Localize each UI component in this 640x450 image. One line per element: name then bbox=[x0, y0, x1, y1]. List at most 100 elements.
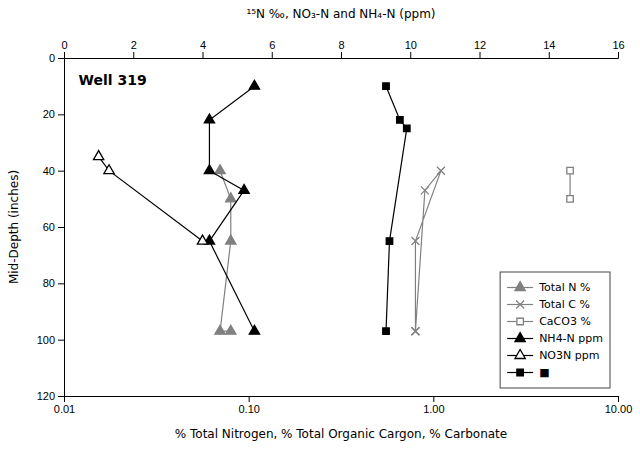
tick-label: 0 bbox=[61, 39, 67, 51]
tick-label: 10.00 bbox=[605, 403, 633, 415]
series bbox=[567, 167, 573, 202]
tick-mark bbox=[410, 52, 411, 58]
tick-mark bbox=[58, 396, 64, 397]
point bbox=[204, 165, 214, 174]
tick-mark bbox=[64, 52, 65, 58]
point bbox=[383, 83, 389, 89]
legend-label: NH4-N ppm bbox=[539, 332, 603, 345]
tick: 6 bbox=[269, 39, 275, 58]
legend-item: ■ bbox=[507, 366, 549, 379]
point bbox=[249, 325, 259, 334]
point bbox=[567, 196, 573, 202]
series bbox=[411, 167, 445, 336]
point bbox=[411, 237, 419, 245]
tick: 0.10 bbox=[238, 396, 259, 415]
point bbox=[226, 235, 236, 244]
series-line bbox=[99, 157, 203, 241]
legend-label: ■ bbox=[539, 366, 549, 379]
series-line bbox=[415, 171, 441, 332]
tick-label: 10 bbox=[405, 39, 417, 51]
series-line bbox=[209, 86, 254, 331]
tick-mark bbox=[133, 52, 134, 58]
tick: 16 bbox=[612, 39, 624, 58]
point bbox=[383, 328, 389, 334]
tick-label: 4 bbox=[200, 39, 206, 51]
tick: 20 bbox=[43, 108, 64, 120]
point bbox=[197, 235, 207, 244]
point bbox=[404, 125, 410, 131]
tick-mark bbox=[341, 52, 342, 58]
series-line bbox=[386, 86, 407, 331]
tick: 10.00 bbox=[605, 396, 633, 415]
tick-label: 80 bbox=[43, 277, 55, 289]
point bbox=[411, 327, 419, 335]
tick-mark bbox=[58, 114, 64, 115]
legend-item: Total N % bbox=[507, 281, 590, 294]
tick-mark bbox=[618, 52, 619, 58]
tick-mark bbox=[433, 396, 434, 402]
series bbox=[215, 165, 236, 334]
tick: 2 bbox=[131, 39, 137, 58]
legend-marker bbox=[515, 333, 525, 342]
point bbox=[215, 165, 225, 174]
point bbox=[239, 184, 249, 193]
tick: 0.01 bbox=[54, 396, 75, 415]
tick: 100 bbox=[37, 334, 64, 346]
legend-label: CaCO3 % bbox=[539, 315, 591, 328]
tick-mark bbox=[249, 396, 250, 402]
tick: 40 bbox=[43, 165, 64, 177]
point bbox=[437, 167, 445, 175]
point bbox=[421, 186, 429, 194]
chart: 0.010.101.0010.0002468101214160204060801… bbox=[0, 0, 640, 450]
point bbox=[226, 193, 236, 202]
point bbox=[204, 114, 214, 123]
tick-label: 14 bbox=[543, 39, 555, 51]
legend-label: NO3N ppm bbox=[539, 349, 599, 362]
tick: 80 bbox=[43, 277, 64, 289]
tick-mark bbox=[618, 396, 619, 402]
tick: 0 bbox=[49, 52, 64, 64]
series bbox=[93, 151, 207, 244]
legend: Total N % Total C % CaCO3 % NH4-N ppm NO3N p… bbox=[500, 272, 610, 388]
tick: 12 bbox=[474, 39, 486, 58]
series bbox=[204, 80, 259, 334]
legend-item: Total C % bbox=[507, 298, 590, 311]
tick-mark bbox=[58, 283, 64, 284]
legend-marker bbox=[515, 282, 525, 291]
axis-line bbox=[65, 52, 619, 59]
point bbox=[249, 80, 259, 89]
legend-box bbox=[500, 272, 610, 388]
legend-label: Total C % bbox=[538, 298, 590, 311]
legend-marker bbox=[517, 318, 523, 324]
point bbox=[386, 238, 392, 244]
tick-label: 120 bbox=[37, 390, 55, 402]
annotation: Well 319 bbox=[79, 72, 147, 88]
axis: 0 20 40 60 80 100 120 bbox=[37, 52, 65, 402]
point bbox=[215, 325, 225, 334]
point bbox=[411, 327, 419, 335]
tick: 14 bbox=[543, 39, 555, 58]
tick-mark bbox=[203, 52, 204, 58]
tick-mark bbox=[549, 52, 550, 58]
axis: 0 2 4 6 8 10 12 14 16 bbox=[61, 39, 624, 59]
x-axis-title: % Total Nitrogen, % Total Organic Cargon… bbox=[175, 427, 507, 441]
tick-label: 8 bbox=[338, 39, 344, 51]
legend-item: NO3N ppm bbox=[507, 349, 599, 362]
tick-label: 20 bbox=[43, 108, 55, 120]
tick: 60 bbox=[43, 221, 64, 233]
legend-item: NH4-N ppm bbox=[507, 332, 603, 345]
tick-mark bbox=[58, 58, 64, 59]
point bbox=[397, 117, 403, 123]
axis-line bbox=[65, 397, 619, 403]
series-line bbox=[569, 171, 570, 199]
tick-label: 0 bbox=[49, 52, 55, 64]
tick: 0 bbox=[61, 39, 67, 58]
y-axis-title: Mid-Depth (inches) bbox=[7, 170, 21, 284]
tick-mark bbox=[58, 171, 64, 172]
point bbox=[104, 165, 114, 174]
x2-axis-title: ¹⁵N ‰, NO₃-N and NH₄-N (ppm) bbox=[246, 7, 435, 21]
legend-label: Total N % bbox=[538, 281, 590, 294]
tick-label: 0.10 bbox=[238, 403, 259, 415]
tick-label: 16 bbox=[612, 39, 624, 51]
axis-line bbox=[58, 59, 65, 397]
